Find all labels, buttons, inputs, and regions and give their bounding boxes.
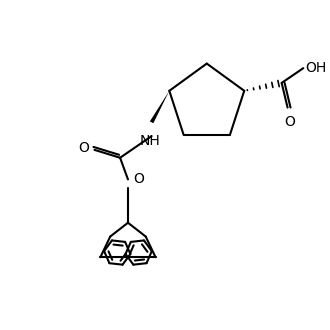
Text: O: O (79, 141, 89, 155)
Text: NH: NH (139, 134, 160, 148)
Text: OH: OH (305, 61, 327, 75)
Polygon shape (150, 91, 169, 123)
Text: O: O (133, 172, 144, 186)
Text: O: O (284, 115, 295, 129)
